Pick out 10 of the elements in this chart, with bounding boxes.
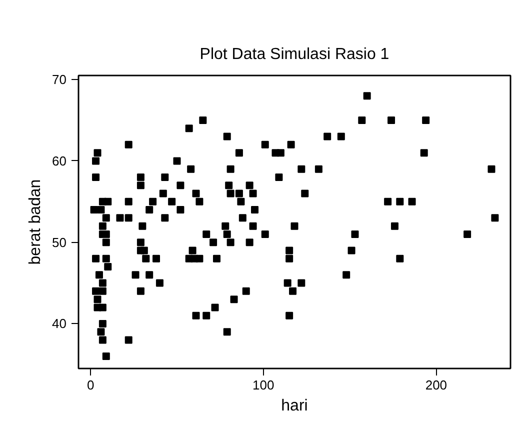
y-tick-label: 60	[52, 153, 67, 168]
x-tick-label: 100	[252, 378, 274, 392]
y-tick-label: 40	[52, 316, 67, 332]
chart-title: Plot Data Simulasi Rasio 1	[200, 46, 390, 63]
y-tick-label: 50	[52, 234, 67, 250]
x-tick-label: 0	[86, 378, 94, 392]
y-tick-label: 70	[52, 72, 67, 88]
x-axis-title: hari	[281, 398, 308, 414]
y-axis-title: berat badan	[27, 179, 44, 265]
x-tick-label: 200	[425, 378, 448, 392]
